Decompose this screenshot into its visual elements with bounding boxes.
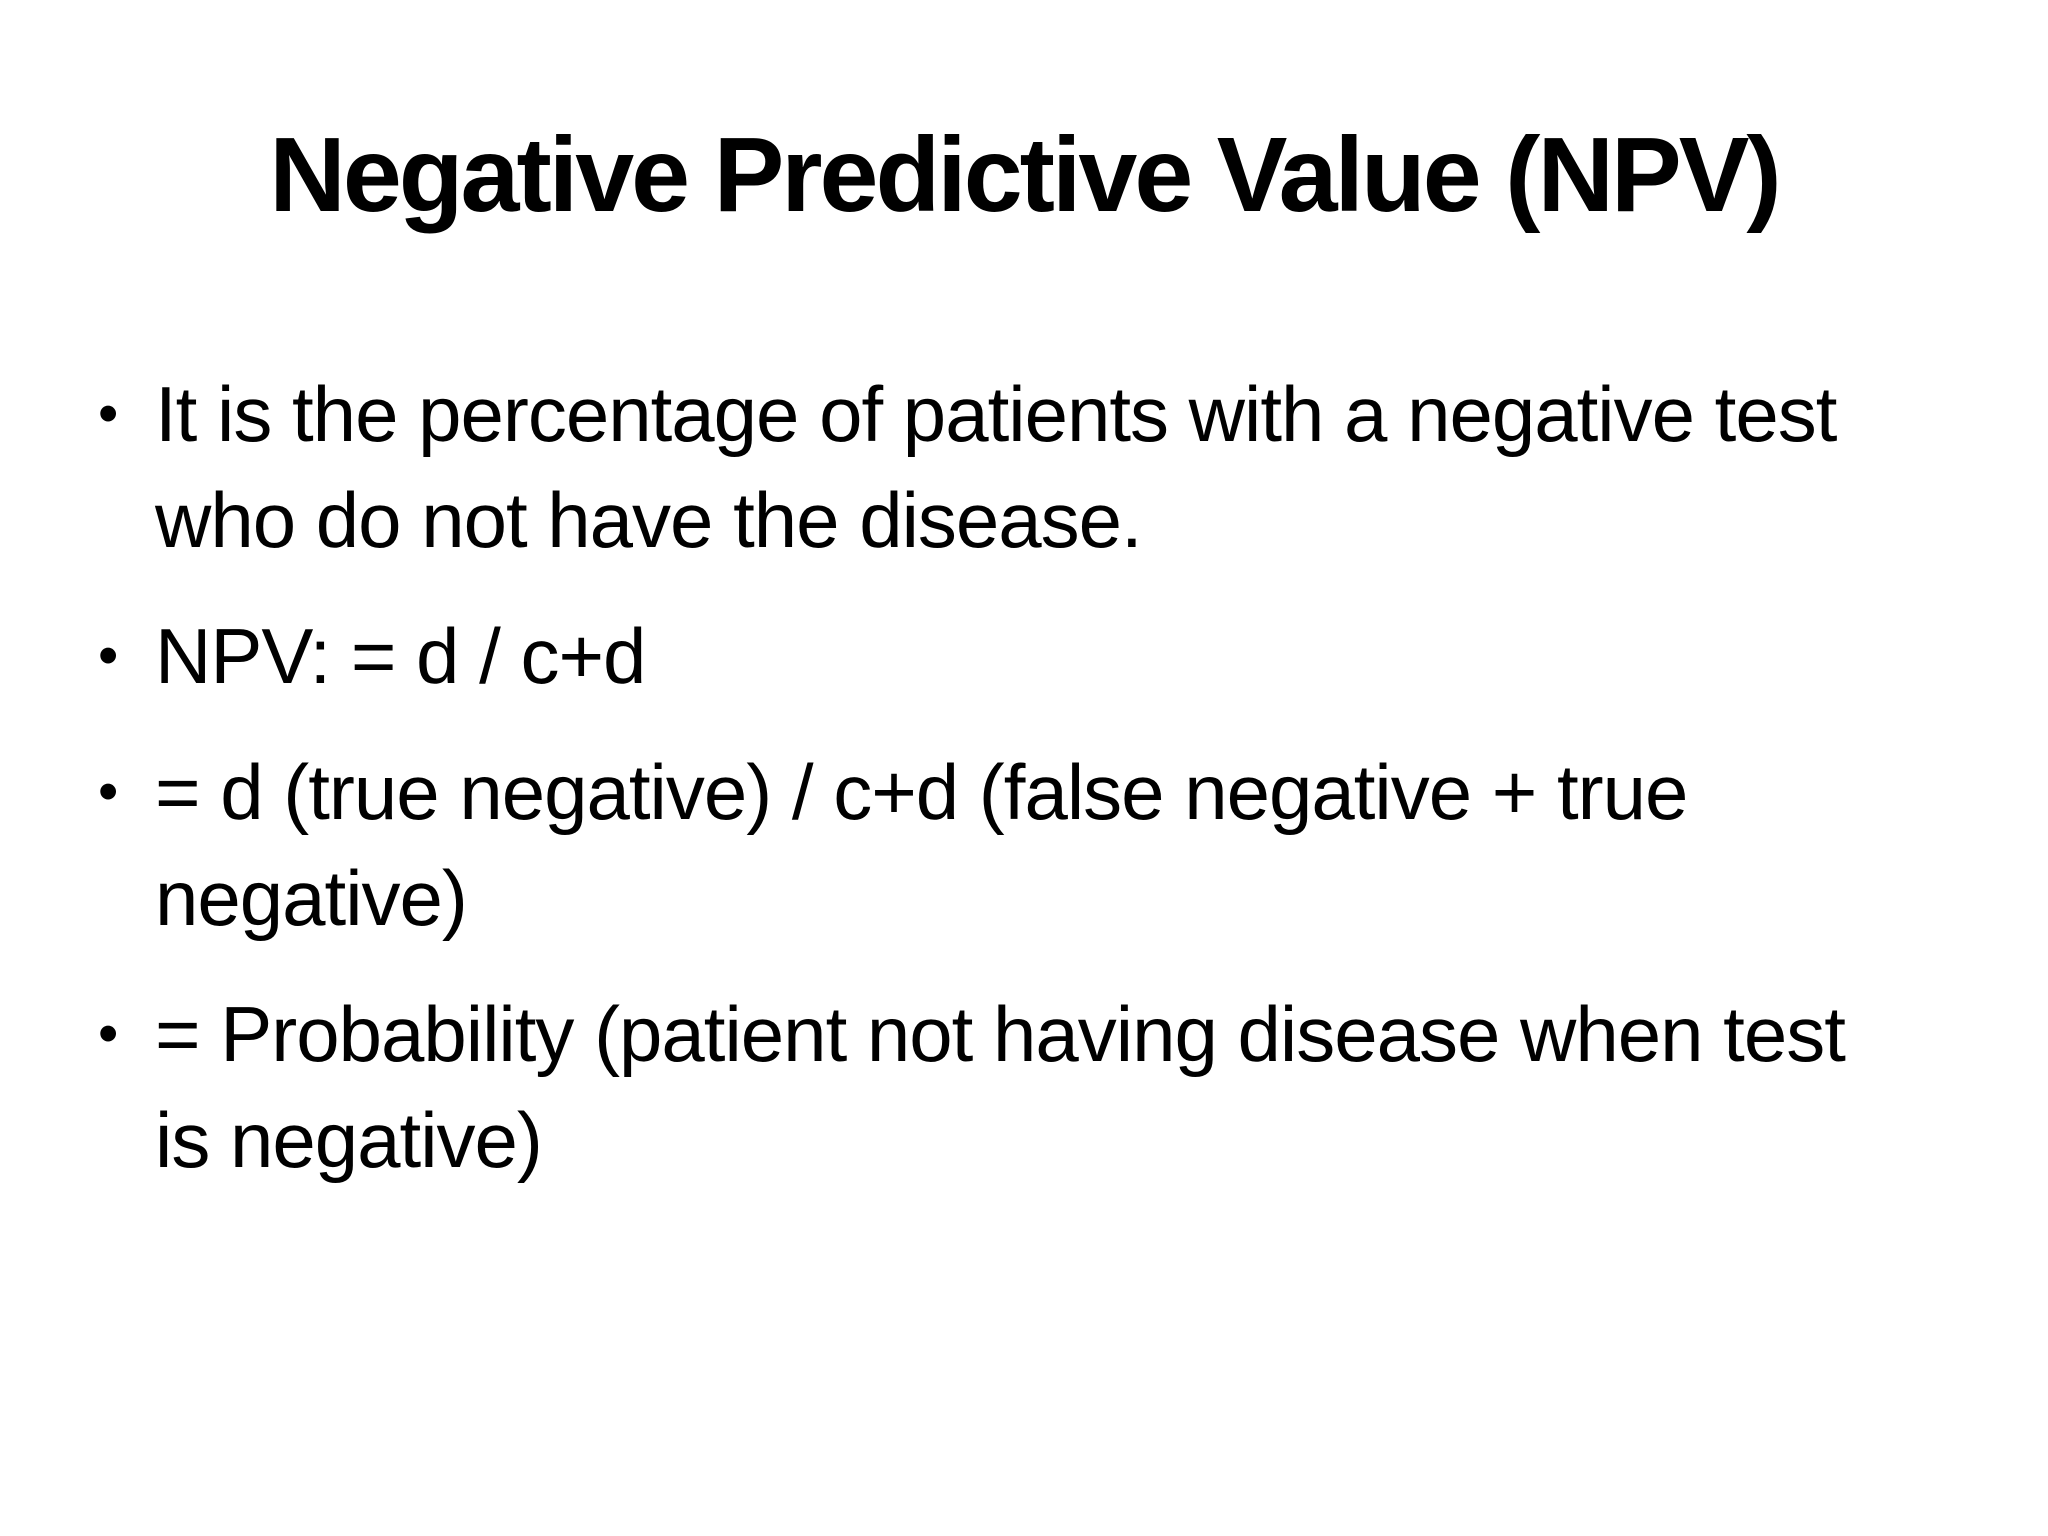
bullet-icon: • [98, 381, 119, 447]
bullet-icon: • [98, 623, 119, 689]
bullet-text: = d (true negative) / c+d (false negativ… [155, 748, 1688, 943]
bullet-text: NPV: = d / c+d [155, 612, 646, 701]
bullet-text: = Probability (patient not having diseas… [155, 990, 1846, 1185]
bullet-item: • NPV: = d / c+d [98, 603, 1968, 709]
slide-title: Negative Predictive Value (NPV) [269, 116, 1781, 234]
bullet-item: • It is the percentage of patients with … [98, 361, 1968, 573]
bullet-icon: • [98, 759, 119, 825]
bullet-list: • It is the percentage of patients with … [0, 361, 2048, 1193]
bullet-item: • = Probability (patient not having dise… [98, 981, 1968, 1193]
bullet-item: • = d (true negative) / c+d (false negat… [98, 739, 1968, 951]
bullet-icon: • [98, 1001, 119, 1067]
bullet-text: It is the percentage of patients with a … [155, 370, 1837, 565]
